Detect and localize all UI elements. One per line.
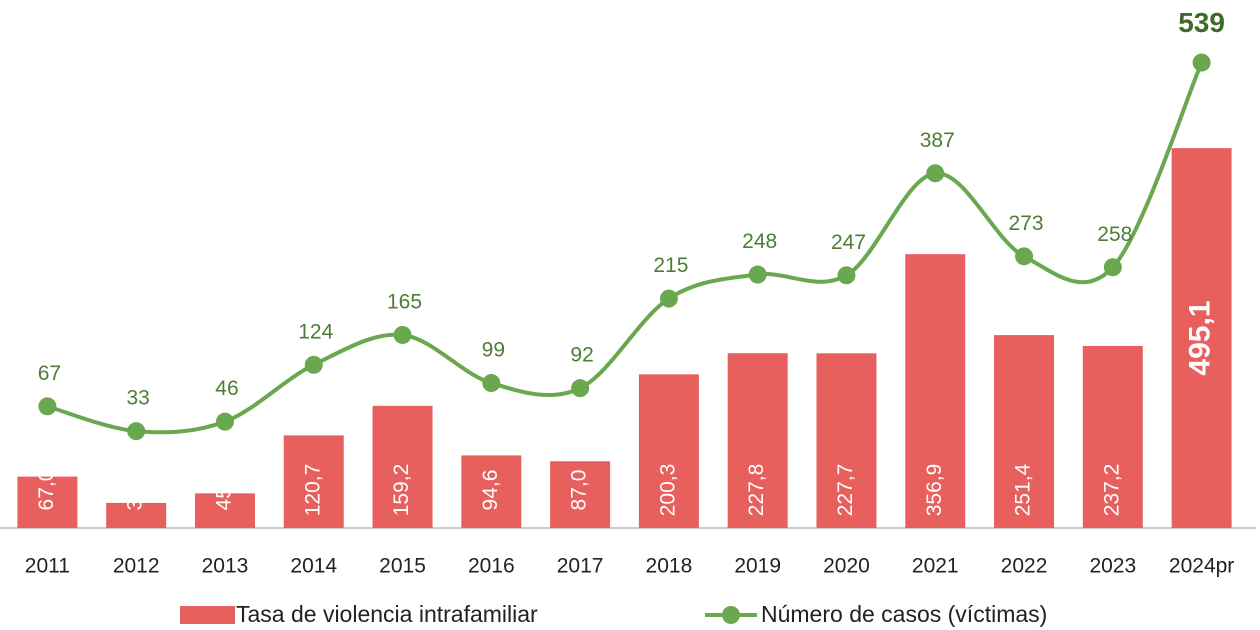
bar-value-label: 356,9: [923, 464, 946, 517]
line-value-label: 165: [387, 291, 422, 314]
line-value-label: 124: [298, 320, 333, 343]
line-value-label: 67: [38, 362, 61, 385]
bar-value-label: 120,7: [301, 464, 324, 517]
bar-value-label: 94,6: [479, 470, 502, 511]
bar-value-label: 87,0: [568, 470, 591, 511]
x-tick-label: 2023: [1089, 555, 1136, 578]
line-point: [1103, 258, 1122, 277]
line-value-label: 99: [482, 339, 505, 362]
bar: [283, 435, 344, 528]
x-tick-label: 2013: [202, 555, 249, 578]
bar: [461, 455, 522, 528]
x-tick-label: 2022: [1001, 555, 1048, 578]
bar-value-label: 45,2: [213, 470, 236, 511]
line-point: [748, 265, 767, 284]
x-tick-label: 2021: [912, 555, 959, 578]
line-point: [837, 266, 856, 285]
line-point: [482, 374, 501, 393]
bar: [106, 502, 167, 528]
bar-value-label: 227,8: [745, 464, 768, 517]
bar: [372, 405, 433, 528]
bar: [727, 353, 788, 528]
line-value-label: 258: [1097, 223, 1132, 246]
legend-swatch: [722, 606, 740, 624]
line-value-label: 215: [653, 254, 688, 277]
x-tick-label: 2016: [468, 555, 515, 578]
line-value-label: 539: [1178, 7, 1225, 38]
line-value-label: 33: [126, 387, 149, 410]
bar-value-label: 251,4: [1012, 463, 1035, 516]
line-value-label: 273: [1009, 212, 1044, 235]
x-tick-label: 2012: [113, 555, 160, 578]
bar-value-label: 32,7: [124, 470, 147, 511]
line-point: [38, 397, 57, 416]
bar-value-label: 237,2: [1100, 464, 1123, 517]
x-tick-label: 2020: [823, 555, 870, 578]
legend-label: Número de casos (víctimas): [761, 601, 1047, 627]
bar-value-label: 495,1: [1184, 301, 1217, 376]
line-point: [304, 355, 323, 374]
line-point: [659, 289, 678, 308]
bar: [905, 254, 966, 528]
line-point: [1192, 53, 1211, 72]
line-value-label: 248: [742, 230, 777, 253]
line-point: [127, 422, 146, 441]
line-point: [1015, 247, 1034, 266]
line-point: [571, 379, 590, 398]
line-point: [215, 412, 234, 431]
x-tick-label: 2015: [379, 555, 426, 578]
bar: [816, 353, 877, 528]
x-tick-label: 2018: [646, 555, 693, 578]
bar: [550, 461, 611, 528]
bar: [1171, 148, 1232, 529]
bar: [17, 476, 78, 528]
bar: [194, 493, 255, 528]
bar-value-label: 67,0: [35, 470, 58, 511]
bar: [1082, 345, 1143, 528]
bar: [638, 374, 699, 528]
legend-swatch: [180, 606, 235, 624]
line-point: [926, 164, 945, 183]
x-tick-label: 2024pr: [1169, 555, 1234, 578]
line-value-label: 92: [570, 344, 593, 367]
legend-label: Tasa de violencia intrafamiliar: [236, 601, 538, 627]
line-value-label: 46: [215, 377, 238, 400]
bar-value-label: 200,3: [656, 464, 679, 517]
line-point: [393, 325, 412, 344]
bar-value-label: 159,2: [390, 464, 413, 517]
x-tick-label: 2019: [734, 555, 781, 578]
x-tick-label: 2017: [557, 555, 604, 578]
x-tick-label: 2011: [25, 555, 70, 578]
x-tick-label: 2014: [290, 555, 337, 578]
bar: [994, 335, 1055, 528]
bar-value-label: 227,7: [834, 464, 857, 517]
line-value-label: 247: [831, 231, 866, 254]
line-value-label: 387: [920, 129, 955, 152]
